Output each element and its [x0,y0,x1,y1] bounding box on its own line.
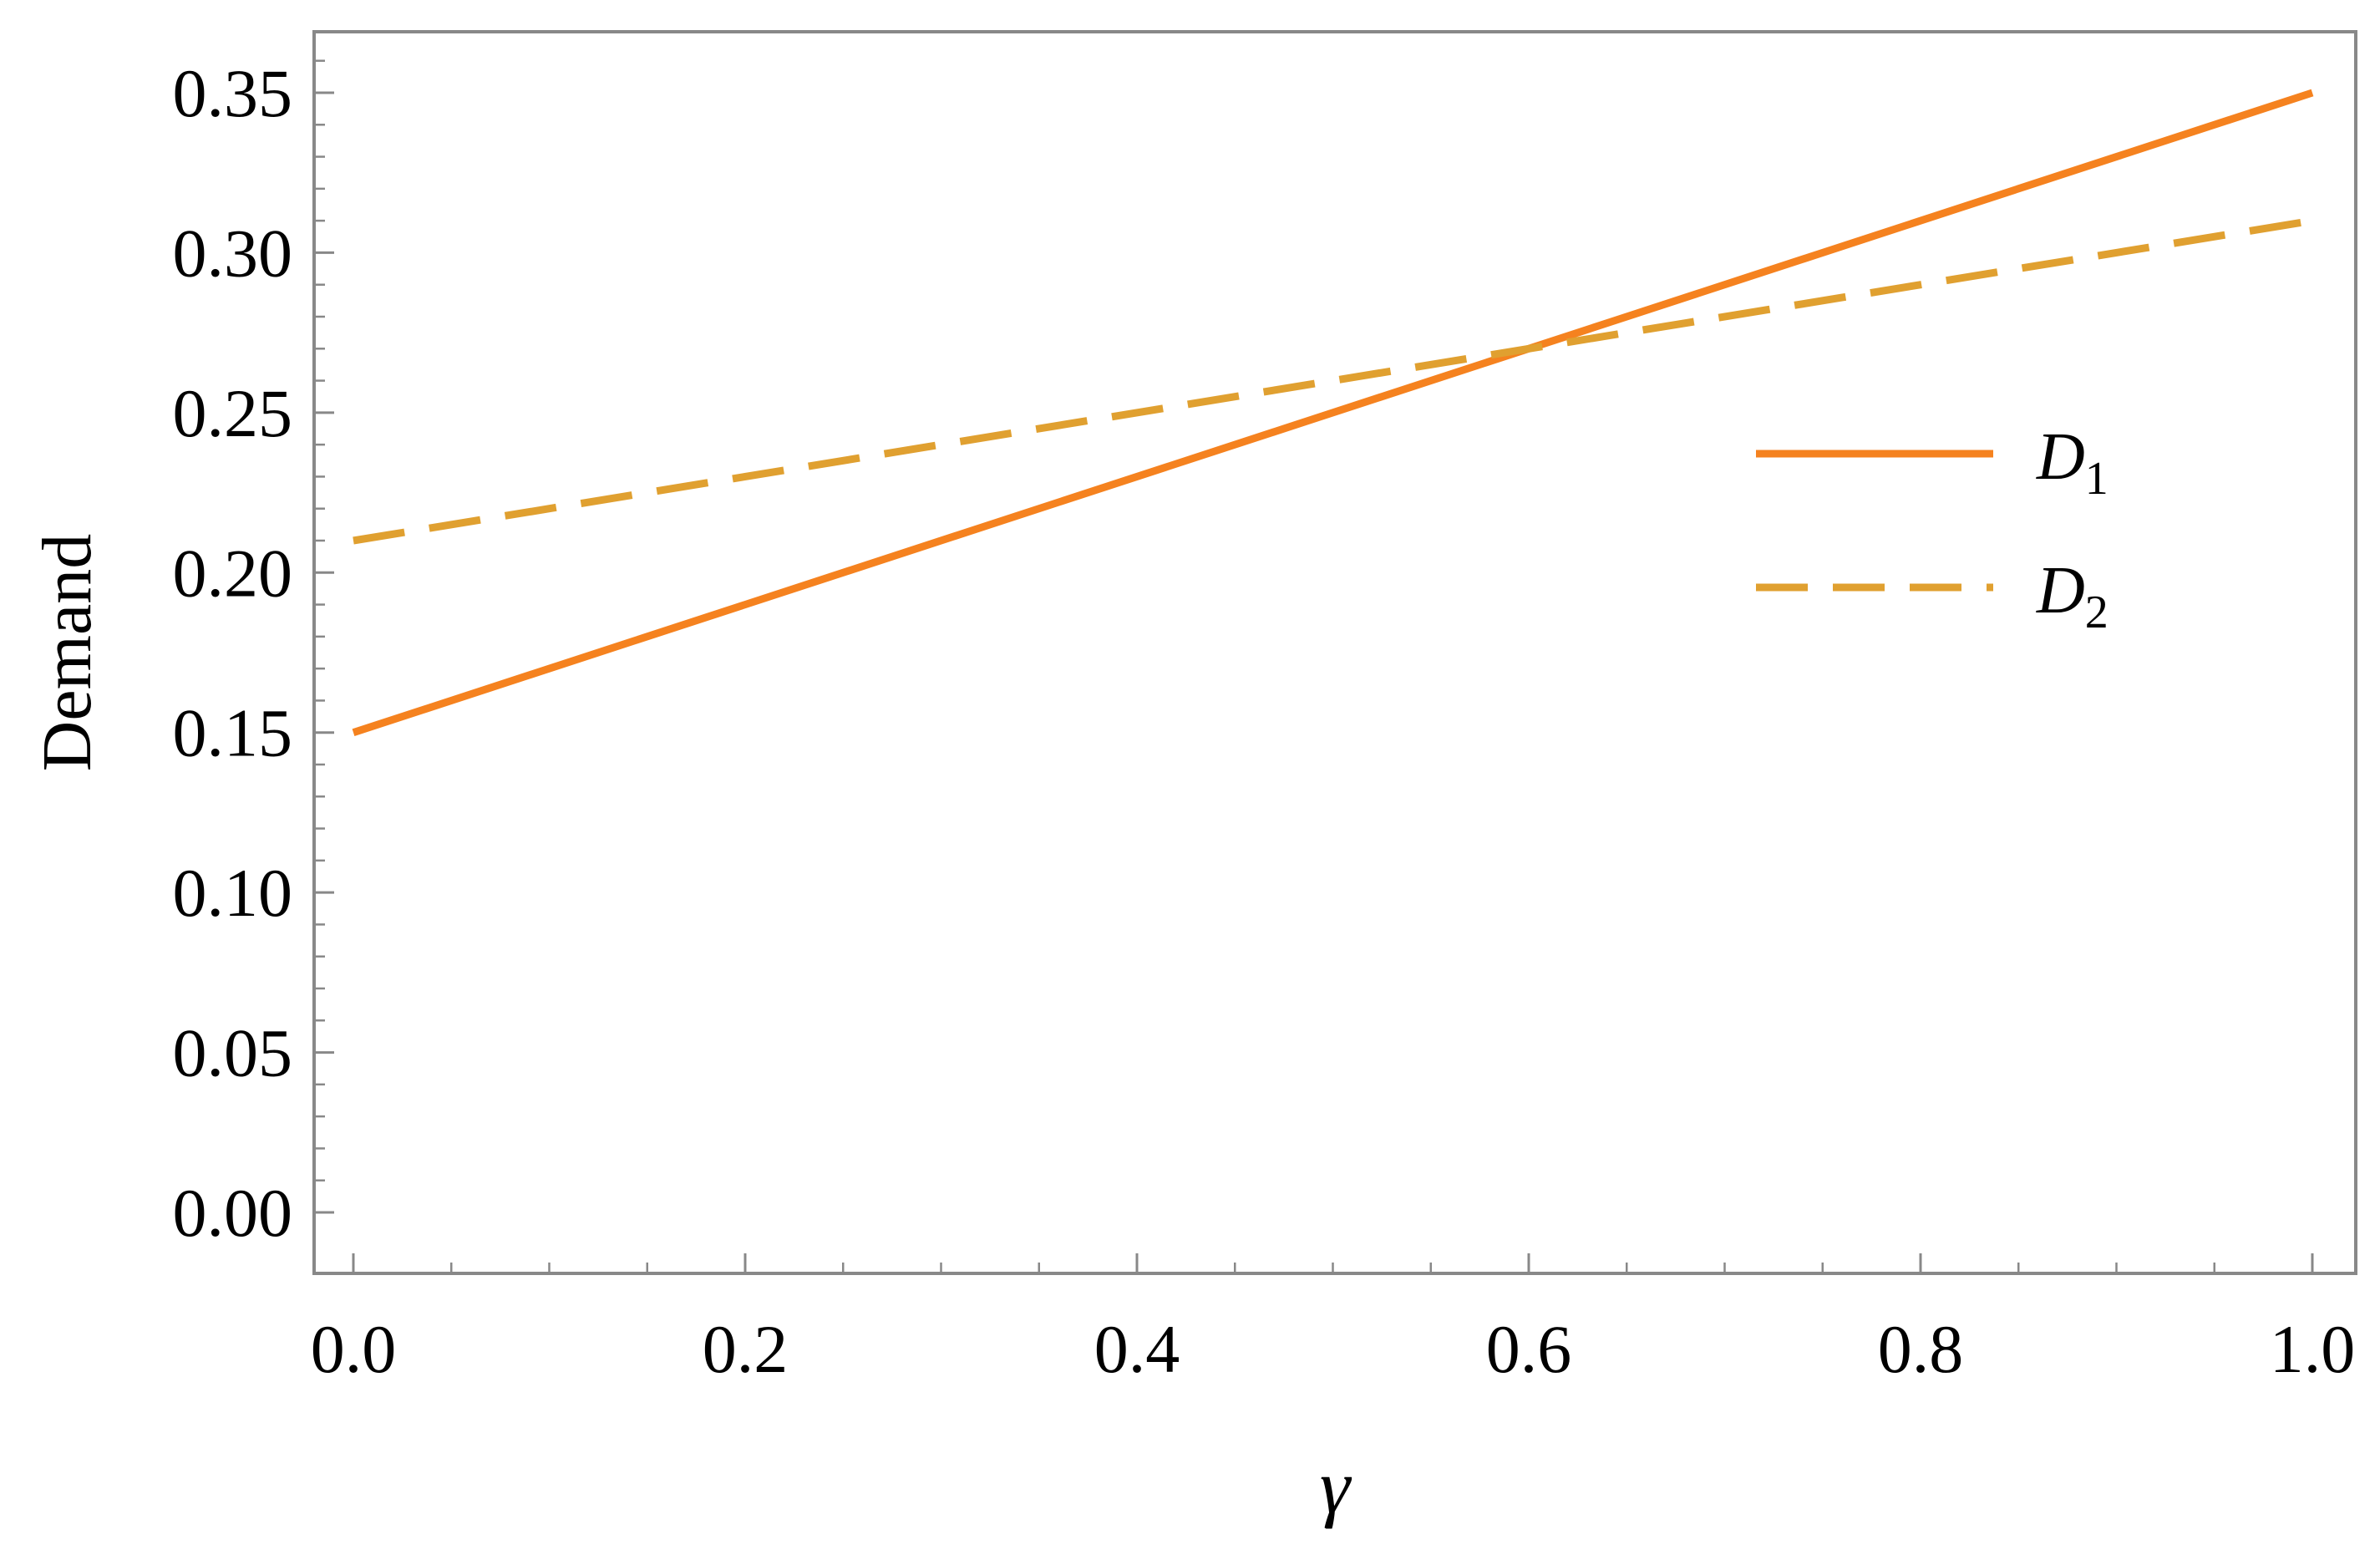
legend-label-d1: D1 [2036,420,2109,505]
x-tick-label: 0.6 [1486,1311,1572,1387]
y-axis-label: Demand [28,534,106,772]
y-tick-label: 0.25 [173,375,293,451]
y-axis-tick-labels: 0.00 0.05 0.10 0.15 0.20 0.25 0.30 0.35 [173,55,293,1251]
x-tick-label: 0.2 [703,1311,789,1387]
y-tick-label: 0.00 [173,1175,293,1251]
y-axis-ticks [314,59,334,1214]
x-tick-label: 0.0 [311,1311,397,1387]
y-tick-label: 0.15 [173,695,293,771]
plot-frame [312,30,2357,1275]
y-tick-label: 0.20 [173,535,293,611]
y-tick-label: 0.05 [173,1015,293,1091]
x-tick-label: 1.0 [2270,1311,2356,1387]
x-axis-label: γ [1320,1444,1352,1529]
x-axis-ticks [352,1253,2314,1273]
series-line-d1 [352,89,2314,736]
series-line-d2 [353,216,2313,545]
x-tick-label: 0.4 [1094,1311,1180,1387]
legend: D1 D2 [1756,420,2109,638]
x-tick-label: 0.8 [1878,1311,1964,1387]
y-tick-label: 0.30 [173,215,293,291]
series-lines [352,89,2314,736]
legend-label-d2: D2 [2036,554,2109,638]
y-tick-label: 0.10 [173,855,293,931]
y-tick-label: 0.35 [173,55,293,131]
x-axis-tick-labels: 0.0 0.2 0.4 0.6 0.8 1.0 [311,1311,2356,1387]
